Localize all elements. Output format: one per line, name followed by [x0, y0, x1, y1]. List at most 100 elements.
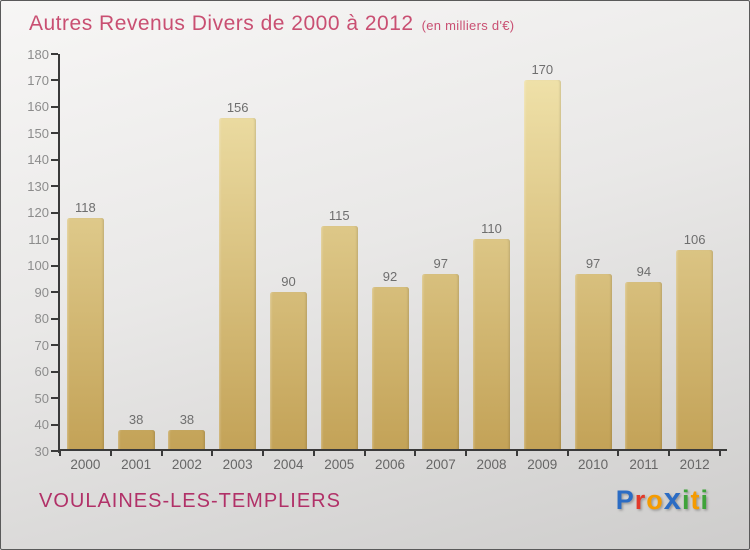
bar-2000 [66, 218, 104, 451]
y-axis-tick-label: 120 [27, 205, 49, 221]
x-axis-category-label: 2000 [70, 457, 101, 472]
y-axis-tick-label: 80 [34, 311, 49, 327]
bar-2010 [574, 273, 612, 451]
y-axis-tick-label: 140 [27, 152, 49, 168]
location-label: VOULAINES-LES-TEMPLIERS [39, 490, 341, 512]
y-axis-tick [51, 185, 58, 188]
y-axis-tick [51, 397, 58, 400]
bar-value-label: 118 [75, 200, 96, 216]
y-axis-tick [51, 53, 58, 55]
x-axis-tick [617, 451, 620, 456]
bar-2001 [117, 429, 155, 451]
x-axis-category-label: 2011 [629, 457, 659, 472]
logo-letter: i [681, 485, 691, 515]
y-axis-tick [51, 450, 58, 452]
bar-2011 [625, 281, 663, 451]
y-axis-tick-label: 30 [34, 443, 49, 459]
bar-2006 [371, 286, 409, 451]
x-axis-category-label: 2007 [425, 457, 456, 472]
y-axis-tick-label: 50 [34, 390, 49, 406]
y-axis-tick-label: 180 [27, 46, 49, 62]
logo-letter: i [700, 485, 709, 515]
bar-value-label: 170 [531, 62, 554, 78]
x-axis-tick [262, 451, 265, 456]
bar-value-label: 110 [481, 221, 502, 237]
x-axis-category-label: 2010 [578, 457, 609, 472]
bar-value-label: 97 [433, 255, 448, 271]
logo-letter: r [634, 485, 647, 515]
bar-value-label: 38 [128, 411, 144, 427]
bar-value-label: 92 [382, 268, 398, 284]
y-axis-tick-label: 60 [34, 364, 49, 380]
x-axis-tick [59, 451, 61, 456]
y-axis-tick [51, 317, 58, 320]
x-axis-category-label: 2001 [121, 457, 152, 472]
x-axis-category-label: 2009 [527, 457, 558, 472]
bar-2008 [473, 239, 511, 451]
bar-value-label: 115 [328, 208, 350, 224]
x-axis-tick [515, 451, 518, 456]
bar-2012 [676, 249, 714, 451]
x-axis-category-label: 2003 [222, 457, 253, 472]
bar-value-label: 94 [636, 263, 652, 279]
y-axis-tick-label: 70 [34, 337, 49, 353]
y-axis-tick-label: 160 [27, 99, 49, 115]
x-axis-tick [719, 451, 721, 456]
bar-2002 [168, 429, 206, 451]
bar-2005 [320, 226, 358, 451]
y-axis-line [58, 54, 60, 453]
bar-2003 [219, 117, 257, 451]
logo-letter: x [663, 481, 682, 516]
y-axis-tick [51, 79, 58, 82]
logo-letter: t [690, 485, 701, 515]
bar-value-label: 90 [281, 274, 296, 290]
x-axis-tick [465, 451, 468, 456]
logo-letter: P [615, 485, 635, 515]
chart-header: Autres Revenus Divers de 2000 à 2012 (en … [29, 12, 514, 36]
y-axis-tick-label: 150 [27, 125, 49, 141]
x-axis-category-label: 2006 [374, 457, 406, 472]
x-axis-tick [566, 451, 569, 456]
chart-subtitle: (en milliers d'€) [421, 18, 515, 33]
y-axis-tick-label: 130 [27, 178, 49, 194]
bar-2004 [269, 292, 307, 451]
x-axis-category-label: 2004 [273, 457, 304, 472]
y-axis-tick-label: 40 [34, 417, 49, 433]
x-axis-category-label: 2008 [476, 457, 507, 472]
chart-title: Autres Revenus Divers de 2000 à 2012 [29, 12, 414, 35]
bar-value-label: 38 [179, 411, 195, 427]
y-axis-tick [51, 423, 58, 426]
y-axis-tick-label: 170 [27, 72, 49, 88]
bar-2007 [422, 273, 460, 451]
bar-value-label: 106 [683, 231, 706, 247]
x-axis-tick [363, 451, 366, 456]
x-axis-tick [160, 451, 163, 456]
y-axis-tick [51, 344, 58, 347]
y-axis-tick [51, 158, 58, 161]
x-axis-tick [312, 451, 315, 456]
bar-2009 [523, 80, 561, 451]
x-axis-category-label: 2002 [171, 457, 202, 472]
y-axis-tick-label: 90 [34, 284, 49, 300]
x-axis-tick [109, 451, 112, 456]
proxiti-logo: Proxiti [615, 481, 709, 516]
bar-value-label: 156 [226, 99, 249, 115]
x-axis-tick [414, 451, 417, 456]
y-axis-tick-label: 100 [27, 258, 49, 274]
x-axis-category-label: 2005 [324, 457, 355, 472]
x-axis-category-label: 2012 [679, 457, 710, 472]
logo-letter: o [646, 485, 664, 515]
x-axis-line [58, 449, 727, 451]
y-axis-tick [51, 370, 58, 373]
y-axis-tick-label: 110 [28, 231, 49, 247]
x-axis-tick [668, 451, 671, 456]
y-axis-tick [51, 264, 58, 267]
y-axis-tick [51, 132, 58, 135]
y-axis-tick [51, 211, 58, 214]
y-axis-tick [51, 238, 58, 241]
bar-chart-plot-area: 180 170 160 150 140 130 120 110 100 90 80 70 60 50 40 3… [27, 47, 727, 472]
x-axis-tick [211, 451, 214, 456]
bar-value-label: 97 [585, 255, 601, 271]
y-axis-tick [51, 105, 58, 108]
